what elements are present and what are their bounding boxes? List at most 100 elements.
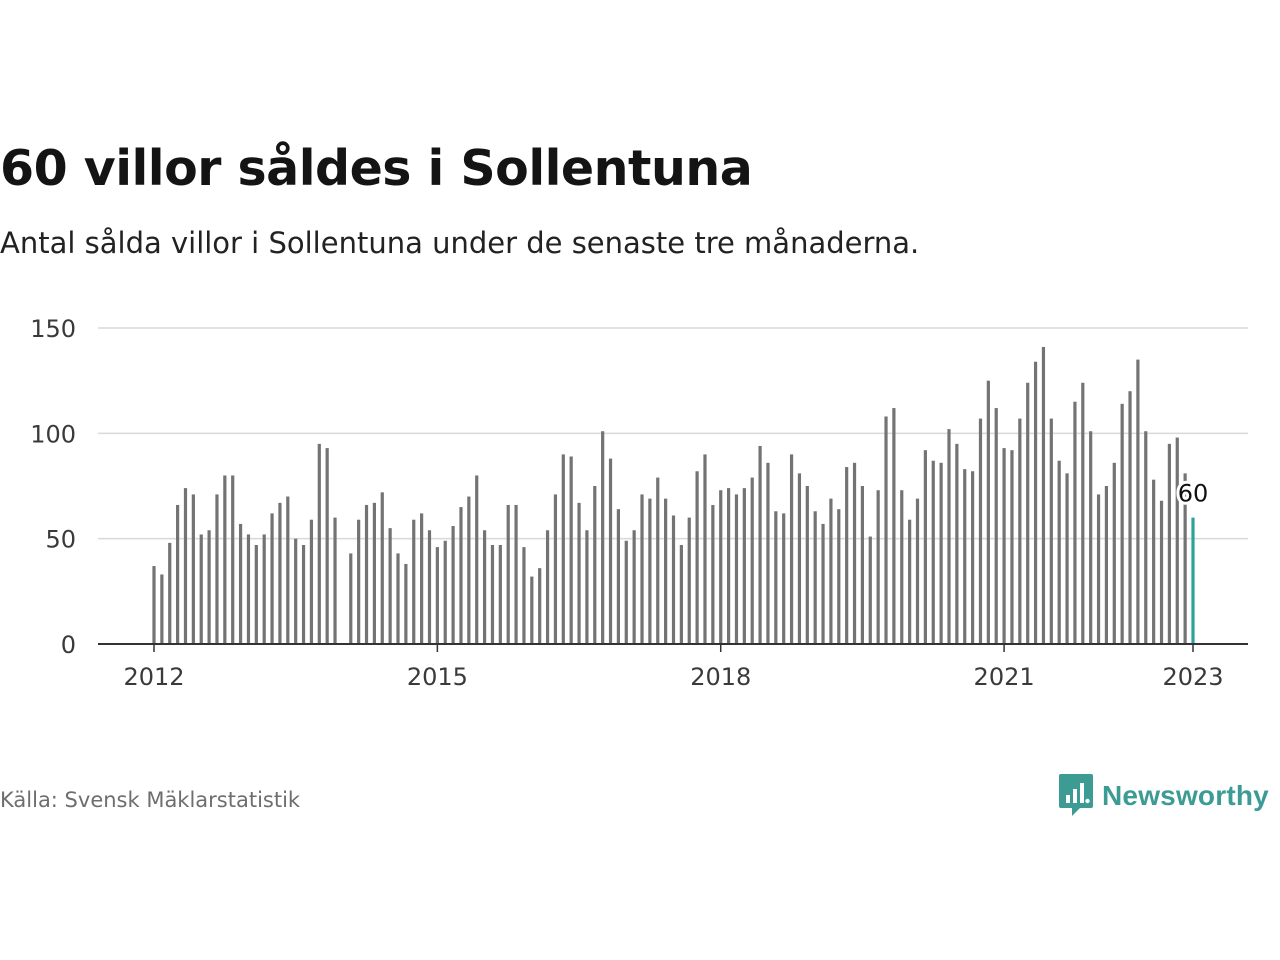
newsworthy-brand[interactable]: Newsworthy: [1058, 772, 1269, 820]
chart-subtitle: Antal sålda villor i Sollentuna under de…: [0, 226, 920, 260]
bar: [805, 486, 809, 644]
bar: [286, 496, 290, 644]
bar: [349, 553, 353, 644]
bar: [1065, 473, 1069, 644]
bar: [963, 469, 967, 644]
bar: [782, 513, 786, 644]
bar: [238, 523, 243, 644]
bar: [955, 443, 959, 644]
bar: [301, 544, 306, 644]
bar: [262, 534, 266, 644]
bar: [829, 498, 833, 644]
bar: [1049, 418, 1053, 644]
bar: [1128, 391, 1132, 644]
bar: [294, 538, 298, 644]
bar: [1096, 494, 1101, 644]
bar: [168, 542, 172, 644]
bar: [750, 477, 754, 644]
y-tick-label: 150: [30, 315, 76, 343]
bar: [892, 408, 896, 644]
bar: [1144, 431, 1148, 644]
bar: [695, 471, 699, 644]
source-note: Källa: Svensk Mäklarstatistik: [0, 788, 301, 812]
bar: [514, 504, 518, 644]
bar: [671, 515, 676, 644]
x-tick-label: 2018: [690, 663, 751, 691]
bar: [254, 544, 258, 644]
x-tick-label: 2021: [974, 663, 1035, 691]
bar: [538, 568, 542, 644]
bar: [616, 509, 621, 644]
bar: [364, 504, 369, 644]
bar: [530, 576, 534, 644]
bar: [978, 418, 983, 644]
bar: [711, 504, 715, 644]
bar: [569, 456, 573, 644]
bar: [176, 504, 180, 644]
bar: [207, 530, 211, 644]
bar: [845, 467, 849, 644]
bar: [656, 477, 660, 644]
x-tick-label: 2023: [1162, 663, 1223, 691]
bar: [774, 511, 778, 644]
bar: [852, 462, 857, 644]
y-tick-label: 50: [45, 526, 76, 554]
bar: [1018, 418, 1022, 644]
bar: [160, 574, 164, 644]
bar: [1167, 443, 1171, 644]
bar: [183, 488, 188, 644]
bar: [443, 540, 447, 644]
bar: [601, 431, 605, 644]
bar: [427, 530, 432, 644]
bar: [482, 530, 487, 644]
bar: [994, 408, 998, 644]
bar: [1159, 500, 1164, 644]
x-tick-label: 2012: [123, 663, 184, 691]
bar: [837, 509, 841, 644]
bar: [687, 517, 691, 644]
bar: [475, 475, 479, 644]
bar: [231, 475, 235, 644]
bar: [325, 448, 329, 644]
bar-highlight: [1191, 517, 1195, 644]
bar: [451, 526, 455, 644]
bar: [766, 462, 770, 644]
bar: [624, 540, 628, 644]
bar: [608, 458, 613, 644]
bar: [191, 494, 195, 644]
bar: [868, 536, 872, 644]
bar: [789, 454, 794, 644]
x-axis: 2012 2015 2018 2021 2023: [98, 643, 1248, 691]
bar: [813, 511, 817, 644]
bar: [923, 450, 927, 644]
bar: [1041, 346, 1046, 644]
bar: [309, 519, 314, 644]
bar: [404, 563, 408, 644]
bar: [412, 519, 416, 644]
bar: [931, 460, 935, 644]
bar: [420, 513, 424, 644]
bar: [797, 473, 802, 644]
y-axis: 0 50 100 150: [30, 315, 76, 659]
bar: [522, 547, 526, 644]
bar: [317, 443, 321, 644]
bar: [545, 530, 550, 644]
bar: [380, 492, 384, 644]
x-tick-label: 2015: [407, 663, 468, 691]
bar: [640, 494, 644, 644]
bar: [742, 488, 746, 644]
bar: [435, 547, 439, 644]
bar: [821, 523, 825, 644]
bar: [357, 519, 361, 644]
bar: [884, 416, 888, 644]
bar: [1026, 382, 1030, 644]
bar: [986, 380, 990, 644]
bar: [648, 498, 652, 644]
bar: [372, 502, 376, 644]
bar: [498, 544, 502, 644]
bar: [734, 494, 739, 644]
newsworthy-logo-icon: [1058, 772, 1094, 820]
bar: [278, 502, 282, 644]
bar: [246, 534, 251, 644]
bar: [664, 498, 668, 644]
